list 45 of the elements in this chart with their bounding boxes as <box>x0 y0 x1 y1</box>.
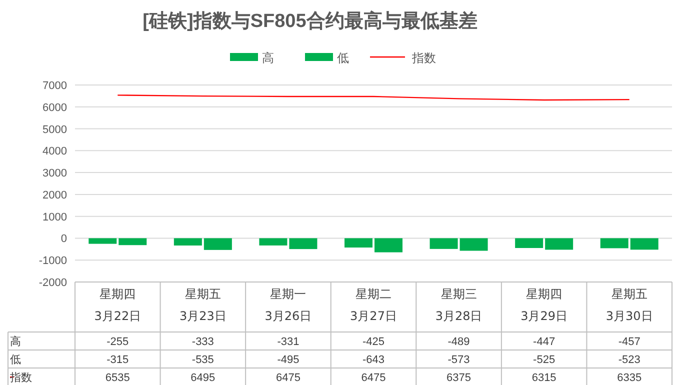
x-tick-label: 星期二 3月27日 <box>350 287 397 323</box>
data-label: 6535 <box>105 372 130 384</box>
y-tick-label: 2000 <box>42 189 67 202</box>
data-label: -523 <box>618 354 640 366</box>
y-tick-label: 7000 <box>42 80 67 92</box>
data-label: 6495 <box>190 372 216 384</box>
legend-label: 低 <box>337 51 349 65</box>
x-tick-label: 星期一 3月26日 <box>264 287 312 323</box>
data-label: 6335 <box>617 372 642 384</box>
data-label: -425 <box>362 336 385 348</box>
text: 指数 <box>10 371 32 384</box>
y-tick-label: 0 <box>60 233 67 246</box>
data-label: -457 <box>618 336 640 348</box>
y-tick-label: 4000 <box>42 146 67 158</box>
legend-label: 指数 <box>411 51 436 65</box>
data-label: -331 <box>277 336 300 348</box>
data-label: -315 <box>106 354 129 366</box>
y-tick-label: 1000 <box>42 211 67 224</box>
text: 低 <box>10 353 21 366</box>
y-tick-label: 6000 <box>42 102 67 114</box>
x-tick-label: 星期四 3月29日 <box>520 287 568 323</box>
data-label: -573 <box>448 354 470 366</box>
y-tick-label: 5000 <box>42 124 67 136</box>
y-tick-label: -2000 <box>38 277 67 289</box>
x-tick-label: 星期五 3月23日 <box>179 287 226 323</box>
data-label: -495 <box>277 354 300 366</box>
data-label: 6375 <box>446 372 472 384</box>
x-tick-label: 星期四 3月22日 <box>94 287 142 323</box>
text: 高 <box>10 335 21 348</box>
chart-title: [硅铁]指数与SF805合约最高与最低基差 <box>142 10 478 32</box>
y-tick-label: -1000 <box>38 255 67 268</box>
data-label: -333 <box>192 336 214 348</box>
data-label: 6475 <box>361 372 386 384</box>
data-label: -255 <box>106 336 129 348</box>
data-label: -535 <box>192 354 214 366</box>
data-label: -489 <box>448 336 470 348</box>
data-label: -447 <box>533 336 556 348</box>
data-label: -525 <box>533 354 556 366</box>
legend-label: 高 <box>262 51 274 65</box>
y-tick-label: 3000 <box>42 168 67 180</box>
x-tick-label: 星期三 3月28日 <box>435 287 482 323</box>
data-label: 6475 <box>276 372 300 384</box>
x-tick-label: 星期五 3月30日 <box>606 287 653 323</box>
data-label: 6315 <box>532 372 556 384</box>
data-label: -643 <box>362 354 385 366</box>
